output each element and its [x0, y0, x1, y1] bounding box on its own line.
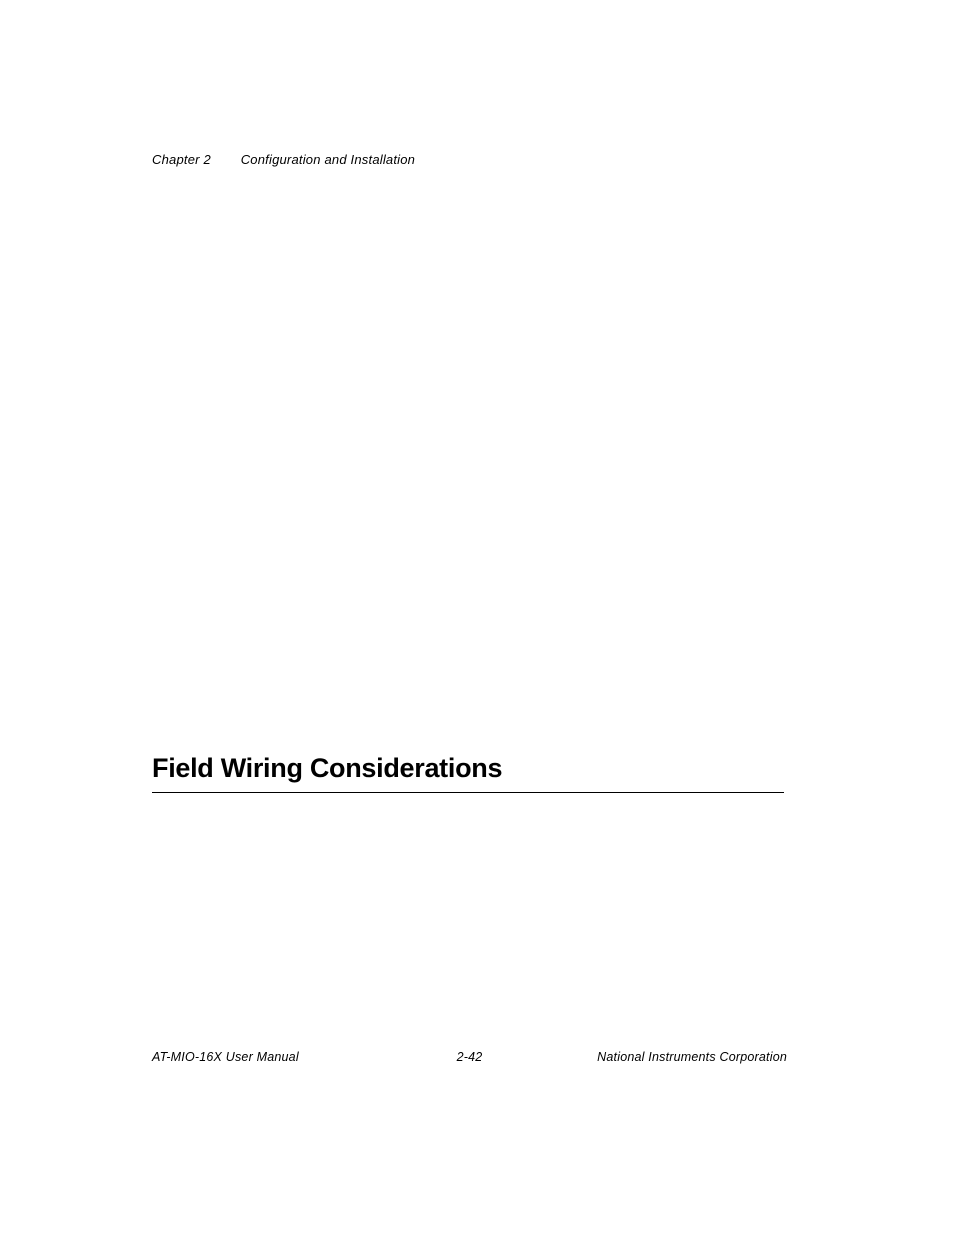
section-heading: Field Wiring Considerations: [152, 753, 784, 793]
header-chapter: Chapter 2: [152, 152, 211, 167]
footer-page-number: 2-42: [457, 1050, 483, 1064]
header-title: Configuration and Installation: [241, 152, 415, 167]
section-heading-block: Field Wiring Considerations: [152, 753, 784, 793]
page-header: Chapter 2 Configuration and Installation: [152, 152, 415, 167]
footer-company: National Instruments Corporation: [597, 1050, 787, 1064]
footer-manual-title: AT-MIO-16X User Manual: [152, 1050, 299, 1064]
